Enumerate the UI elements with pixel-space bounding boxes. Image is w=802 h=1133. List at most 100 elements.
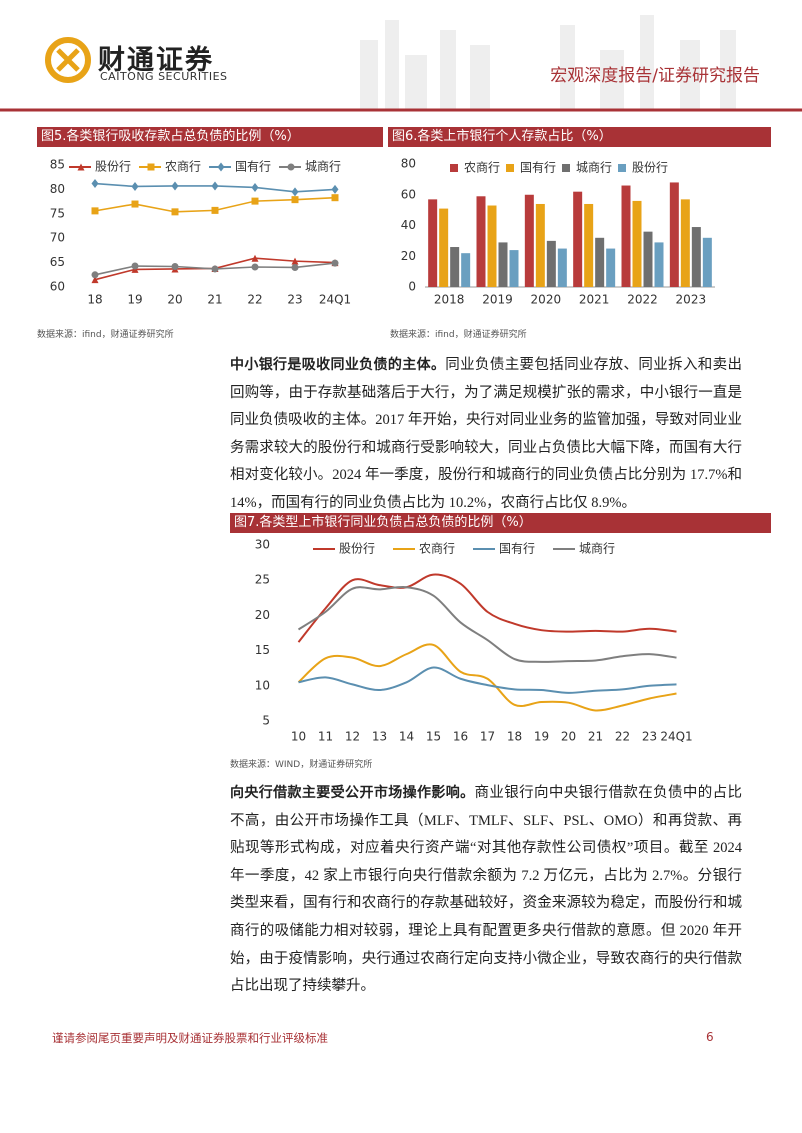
- paragraph: 向央行借款主要受公开市场操作影响。商业银行向中央银行借款在负债中的占比不高，由公…: [230, 780, 742, 1001]
- bar: [584, 203, 594, 287]
- marker: [251, 182, 259, 192]
- logo-en: CAITONG SECURITIES: [100, 70, 228, 83]
- x-tick-label: 17: [480, 730, 495, 744]
- y-tick-label: 5: [262, 714, 270, 728]
- legend-label: 城商行: [579, 541, 615, 556]
- marker: [251, 197, 259, 205]
- source-note: 数据来源：ifind，财通证券研究所: [390, 330, 527, 340]
- series-line: [298, 666, 677, 694]
- x-tick-label: 18: [507, 730, 522, 744]
- marker: [291, 257, 299, 265]
- marker: [211, 181, 219, 191]
- marker: [251, 263, 259, 271]
- bar: [595, 237, 605, 287]
- figure-title: 图7.各类型上市银行同业负债占总负债的比例（%）: [230, 513, 771, 533]
- paragraph-lead: 中小银行是吸收同业负债的主体。: [230, 357, 446, 373]
- marker: [131, 262, 139, 270]
- bar: [535, 203, 545, 287]
- legend-marker: [287, 163, 295, 171]
- x-tick-label: 2019: [482, 293, 513, 307]
- y-tick-label: 75: [50, 206, 65, 220]
- marker: [171, 208, 179, 216]
- legend-label: 农商行: [419, 541, 455, 556]
- bar: [680, 199, 690, 287]
- x-tick-label: 16: [453, 730, 468, 744]
- x-tick-label: 13: [372, 730, 387, 744]
- x-tick-label: 21: [588, 730, 603, 744]
- x-tick-label: 2023: [676, 293, 707, 307]
- bar: [621, 185, 631, 287]
- paragraph-lead: 向央行借款主要受公开市场操作影响。: [230, 785, 475, 801]
- legend-marker: [217, 162, 225, 172]
- x-tick-label: 11: [318, 730, 333, 744]
- y-tick-label: 40: [401, 218, 416, 232]
- legend-label: 城商行: [576, 160, 612, 175]
- bar: [487, 205, 497, 287]
- legend-swatch: [562, 164, 570, 172]
- bar: [632, 200, 642, 287]
- y-tick-label: 15: [255, 643, 270, 657]
- logo-cn: 财通证券: [98, 45, 214, 76]
- y-tick-label: 20: [255, 608, 270, 622]
- bar: [524, 194, 534, 287]
- x-tick-label: 20: [561, 730, 576, 744]
- figure-title: 图6.各类上市银行个人存款占比（%）: [388, 127, 771, 147]
- x-tick-label: 15: [426, 730, 441, 744]
- legend-label: 股份行: [95, 160, 131, 174]
- y-tick-label: 70: [50, 231, 65, 245]
- bar: [606, 248, 616, 287]
- marker: [211, 265, 219, 273]
- marker: [291, 263, 299, 271]
- bar: [461, 253, 471, 287]
- y-tick-label: 60: [401, 187, 416, 201]
- legend-label: 农商行: [464, 160, 500, 175]
- x-tick-label: 19: [127, 293, 142, 307]
- marker: [251, 254, 259, 262]
- series-line: [297, 586, 677, 663]
- x-tick-label: 22: [247, 293, 262, 307]
- paragraph-text: 同业负债主要包括同业存放、同业拆入和卖出回购等，由于存款基础落后于大行，为了满足…: [230, 357, 743, 511]
- marker: [331, 194, 339, 202]
- bar: [654, 242, 664, 287]
- marker: [211, 206, 219, 214]
- bar: [428, 199, 438, 287]
- x-tick-label: 2022: [627, 293, 658, 307]
- y-tick-label: 25: [255, 573, 270, 587]
- x-tick-label: 2020: [531, 293, 562, 307]
- marker: [91, 276, 99, 284]
- bar: [450, 247, 460, 287]
- bar: [557, 248, 567, 287]
- bar: [546, 240, 556, 287]
- bar: [702, 237, 712, 287]
- page-number: 6: [706, 1030, 714, 1044]
- bar: [643, 231, 653, 287]
- marker: [131, 200, 139, 208]
- skyline: [360, 15, 736, 110]
- x-tick-label: 23: [287, 293, 302, 307]
- legend-swatch: [450, 164, 458, 172]
- y-tick-label: 10: [255, 678, 270, 692]
- marker: [291, 196, 299, 204]
- marker: [291, 187, 299, 197]
- x-tick-label: 2018: [434, 293, 465, 307]
- x-tick-label: 2021: [579, 293, 610, 307]
- legend-label: 国有行: [520, 161, 556, 175]
- logo-mark: [45, 37, 91, 83]
- legend-label: 国有行: [499, 542, 535, 556]
- x-tick-label: 22: [615, 730, 630, 744]
- marker: [131, 181, 139, 191]
- source-note: 数据来源：WIND，财通证券研究所: [230, 760, 373, 770]
- marker: [331, 184, 339, 194]
- y-tick-label: 60: [50, 280, 65, 294]
- marker: [171, 263, 179, 271]
- legend-label: 股份行: [632, 161, 668, 175]
- x-tick-label: 12: [345, 730, 360, 744]
- bar: [439, 208, 449, 287]
- figure-title: 图5.各类银行吸收存款占总负债的比例（%）: [37, 127, 383, 147]
- y-tick-label: 0: [408, 280, 416, 294]
- x-tick-label: 19: [534, 730, 549, 744]
- x-tick-label: 20: [167, 293, 182, 307]
- legend-label: 国有行: [235, 160, 271, 174]
- legend-label: 城商行: [305, 159, 341, 174]
